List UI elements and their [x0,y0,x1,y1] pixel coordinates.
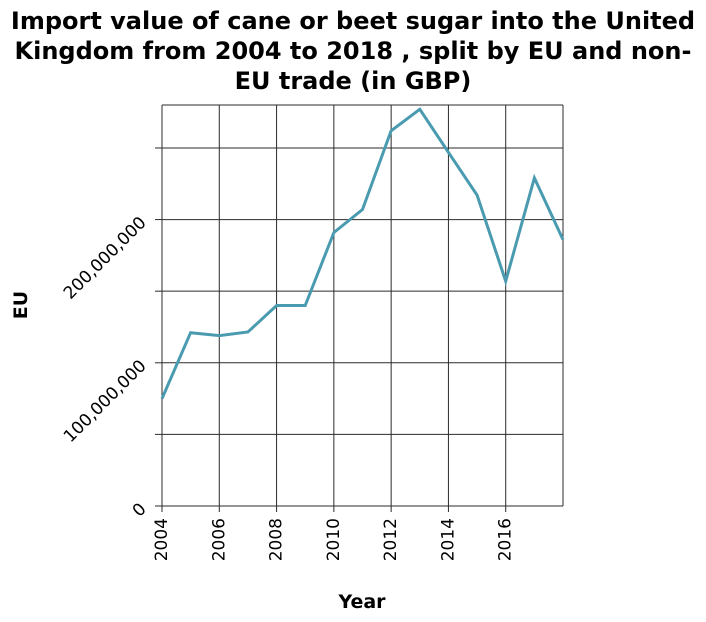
plot-area [162,105,563,506]
x-axis-title: Year [337,591,386,613]
y-tick-label: 200,000,000 [60,213,151,304]
x-tick-label: 2016 [496,518,516,561]
x-tick-label: 2010 [324,518,344,561]
y-axis-ticks: 0 100,000,000 200,000,000 [60,147,162,521]
x-tick-label: 2014 [438,518,458,561]
x-axis-ticks: 2004 2006 2008 2010 2012 2014 2016 [152,506,516,561]
chart-title: Import value of cane or beet sugar into … [10,7,696,95]
y-tick-label: 100,000,000 [60,356,151,447]
x-tick-label: 2006 [209,518,229,561]
y-tick-label: 0 [129,499,151,521]
x-tick-label: 2008 [267,518,287,561]
series-layer [160,107,565,400]
series-line [160,107,565,400]
x-tick-label: 2012 [381,518,401,561]
x-tick-label: 2004 [152,518,172,561]
y-axis-title: EU [10,291,32,319]
grid [161,104,564,507]
